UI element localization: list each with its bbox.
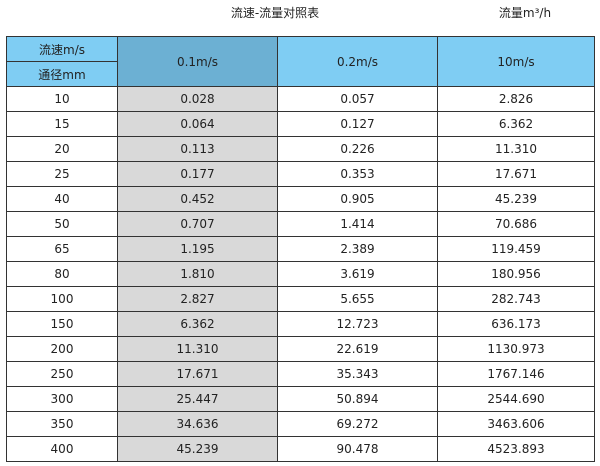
flow-cell[interactable]: 11.310 [117,336,278,362]
flow-cell[interactable]: 5.655 [277,286,438,312]
flow-cell[interactable]: 11.310 [437,136,595,162]
flow-cell[interactable]: 50.894 [277,386,438,412]
flow-cell[interactable]: 6.362 [117,311,278,337]
diameter-cell[interactable]: 50 [6,211,118,237]
flow-cell[interactable]: 2.389 [277,236,438,262]
flow-cell[interactable]: 25.447 [117,386,278,412]
flow-cell[interactable]: 6.362 [437,111,595,137]
table-row: 400 45.239 90.478 4523.893 [6,436,595,462]
flow-cell[interactable]: 282.743 [437,286,595,312]
unit-label: 流量m³/h [498,6,552,20]
table-row: 65 1.195 2.389 119.459 [6,236,595,262]
table-row: 20 0.113 0.226 11.310 [6,136,595,162]
flow-cell[interactable]: 1.195 [117,236,278,262]
table-row: 10 0.028 0.057 2.826 [6,86,595,112]
flow-rate-table: 流速m/s 0.1m/s 0.2m/s 10m/s 通径mm 10 0.028 0.… [6,36,595,462]
flow-cell[interactable]: 0.127 [277,111,438,137]
flow-cell[interactable]: 17.671 [437,161,595,187]
flow-cell[interactable]: 0.226 [277,136,438,162]
diameter-cell[interactable]: 10 [6,86,118,112]
flow-cell[interactable]: 0.064 [117,111,278,137]
flow-cell[interactable]: 0.905 [277,186,438,212]
flow-cell[interactable]: 2544.690 [437,386,595,412]
flow-cell[interactable]: 22.619 [277,336,438,362]
table-row: 200 11.310 22.619 1130.973 [6,336,595,362]
table-row: 80 1.810 3.619 180.956 [6,261,595,287]
diameter-cell[interactable]: 15 [6,111,118,137]
diameter-cell[interactable]: 200 [6,336,118,362]
diameter-cell[interactable]: 25 [6,161,118,187]
flow-cell[interactable]: 3.619 [277,261,438,287]
flow-cell[interactable]: 1.810 [117,261,278,287]
table-row: 300 25.447 50.894 2544.690 [6,386,595,412]
flow-cell[interactable]: 35.343 [277,361,438,387]
flow-cell[interactable]: 0.113 [117,136,278,162]
flow-cell[interactable]: 34.636 [117,411,278,437]
diameter-cell[interactable]: 40 [6,186,118,212]
flow-cell[interactable]: 180.956 [437,261,595,287]
flow-cell[interactable]: 17.671 [117,361,278,387]
table-row: 50 0.707 1.414 70.686 [6,211,595,237]
flow-cell[interactable]: 45.239 [117,436,278,462]
table-row: 100 2.827 5.655 282.743 [6,286,595,312]
flow-cell[interactable]: 1767.146 [437,361,595,387]
flow-cell[interactable]: 0.452 [117,186,278,212]
table-title: 流速-流量对照表 [230,6,320,20]
corner-header-velocity: 流速m/s [6,36,118,62]
table-row: 15 0.064 0.127 6.362 [6,111,595,137]
flow-cell[interactable]: 45.239 [437,186,595,212]
diameter-cell[interactable]: 400 [6,436,118,462]
flow-cell[interactable]: 0.057 [277,86,438,112]
flow-cell[interactable]: 0.177 [117,161,278,187]
corner-header-diameter: 通径mm [6,61,118,87]
diameter-cell[interactable]: 350 [6,411,118,437]
flow-cell[interactable]: 119.459 [437,236,595,262]
flow-cell[interactable]: 1.414 [277,211,438,237]
table-row: 250 17.671 35.343 1767.146 [6,361,595,387]
diameter-cell[interactable]: 150 [6,311,118,337]
diameter-cell[interactable]: 20 [6,136,118,162]
flow-cell[interactable]: 70.686 [437,211,595,237]
diameter-cell[interactable]: 250 [6,361,118,387]
flow-cell[interactable]: 0.707 [117,211,278,237]
flow-cell[interactable]: 12.723 [277,311,438,337]
flow-cell[interactable]: 636.173 [437,311,595,337]
table-row: 25 0.177 0.353 17.671 [6,161,595,187]
flow-cell[interactable]: 2.826 [437,86,595,112]
diameter-cell[interactable]: 300 [6,386,118,412]
flow-cell[interactable]: 4523.893 [437,436,595,462]
diameter-cell[interactable]: 65 [6,236,118,262]
column-header[interactable]: 10m/s [437,36,595,87]
flow-cell[interactable]: 3463.606 [437,411,595,437]
flow-cell[interactable]: 90.478 [277,436,438,462]
diameter-cell[interactable]: 80 [6,261,118,287]
flow-cell[interactable]: 0.028 [117,86,278,112]
flow-cell[interactable]: 1130.973 [437,336,595,362]
table-row: 40 0.452 0.905 45.239 [6,186,595,212]
flow-cell[interactable]: 0.353 [277,161,438,187]
column-header[interactable]: 0.2m/s [277,36,438,87]
diameter-cell[interactable]: 100 [6,286,118,312]
flow-cell[interactable]: 69.272 [277,411,438,437]
table-row: 350 34.636 69.272 3463.606 [6,411,595,437]
column-header[interactable]: 0.1m/s [117,36,278,87]
flow-cell[interactable]: 2.827 [117,286,278,312]
table-row: 150 6.362 12.723 636.173 [6,311,595,337]
